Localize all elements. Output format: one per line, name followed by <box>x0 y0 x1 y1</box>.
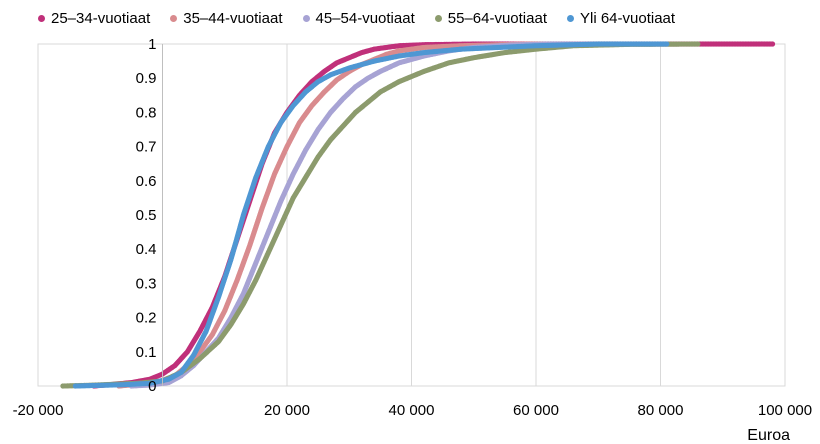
legend-item-25-34: 25–34-vuotiaat <box>38 10 150 27</box>
legend-label-35-44: 35–44-vuotiaat <box>183 9 283 27</box>
legend-item-35-44: 35–44-vuotiaat <box>170 9 283 27</box>
x-tick-label: 40 000 <box>389 402 435 419</box>
y-tick-label: 0.5 <box>136 207 157 224</box>
y-tick-label: 0.9 <box>136 70 157 87</box>
y-tick-label: 0.2 <box>136 310 157 327</box>
legend-item-55-64: 55–64-vuotiaat <box>434 9 547 27</box>
y-tick-label: 0.6 <box>136 173 157 190</box>
legend-marker-over-64 <box>567 14 574 22</box>
axis-layer: 0 0.1 0.2 0.3 0.4 0.5 0.6 0.7 0.8 0.9 1 -20 000 20 0… <box>13 36 813 419</box>
y-tick-label: 0.7 <box>136 139 157 156</box>
legend-label-over-64: Yli 64-vuotiaat <box>580 9 676 27</box>
legend-marker-25-34 <box>38 14 45 22</box>
legend-marker-35-44 <box>170 14 178 22</box>
x-tick-label: 100 000 <box>758 402 812 419</box>
data-point <box>664 41 670 47</box>
legend-marker-55-64 <box>434 14 442 22</box>
x-tick-label: 60 000 <box>513 402 559 419</box>
legend-label-45-54: 45–54-vuotiaat <box>315 9 415 27</box>
y-tick-label: 1 <box>148 36 156 53</box>
y-tick-label: 0.1 <box>136 344 157 361</box>
x-tick-label: -20 000 <box>13 402 64 419</box>
y-tick-label: 0.8 <box>136 104 157 121</box>
chart-legend: 25–34-vuotiaat 35–44-vuotiaat 45–54-vuot… <box>38 8 695 28</box>
legend-item-over-64: Yli 64-vuotiaat <box>567 10 675 27</box>
legend-label-55-64: 55–64-vuotiaat <box>447 9 547 27</box>
y-tick-label: 0.4 <box>136 241 157 258</box>
legend-item-45-54: 45–54-vuotiaat <box>302 9 415 27</box>
series-4 <box>72 41 670 389</box>
x-tick-label: 80 000 <box>638 402 684 419</box>
x-tick-label: 20 000 <box>264 402 310 419</box>
legend-marker-45-54 <box>302 14 310 22</box>
y-tick-label: 0.3 <box>136 275 157 292</box>
series-layer <box>60 41 776 389</box>
data-point <box>695 41 701 47</box>
series-1 <box>116 41 620 389</box>
data-point <box>769 41 776 47</box>
y-tick-label: 0 <box>148 378 156 395</box>
legend-label-25-34: 25–34-vuotiaat <box>51 9 151 27</box>
x-axis-title: Euroa <box>747 427 790 444</box>
series-0 <box>91 41 776 389</box>
